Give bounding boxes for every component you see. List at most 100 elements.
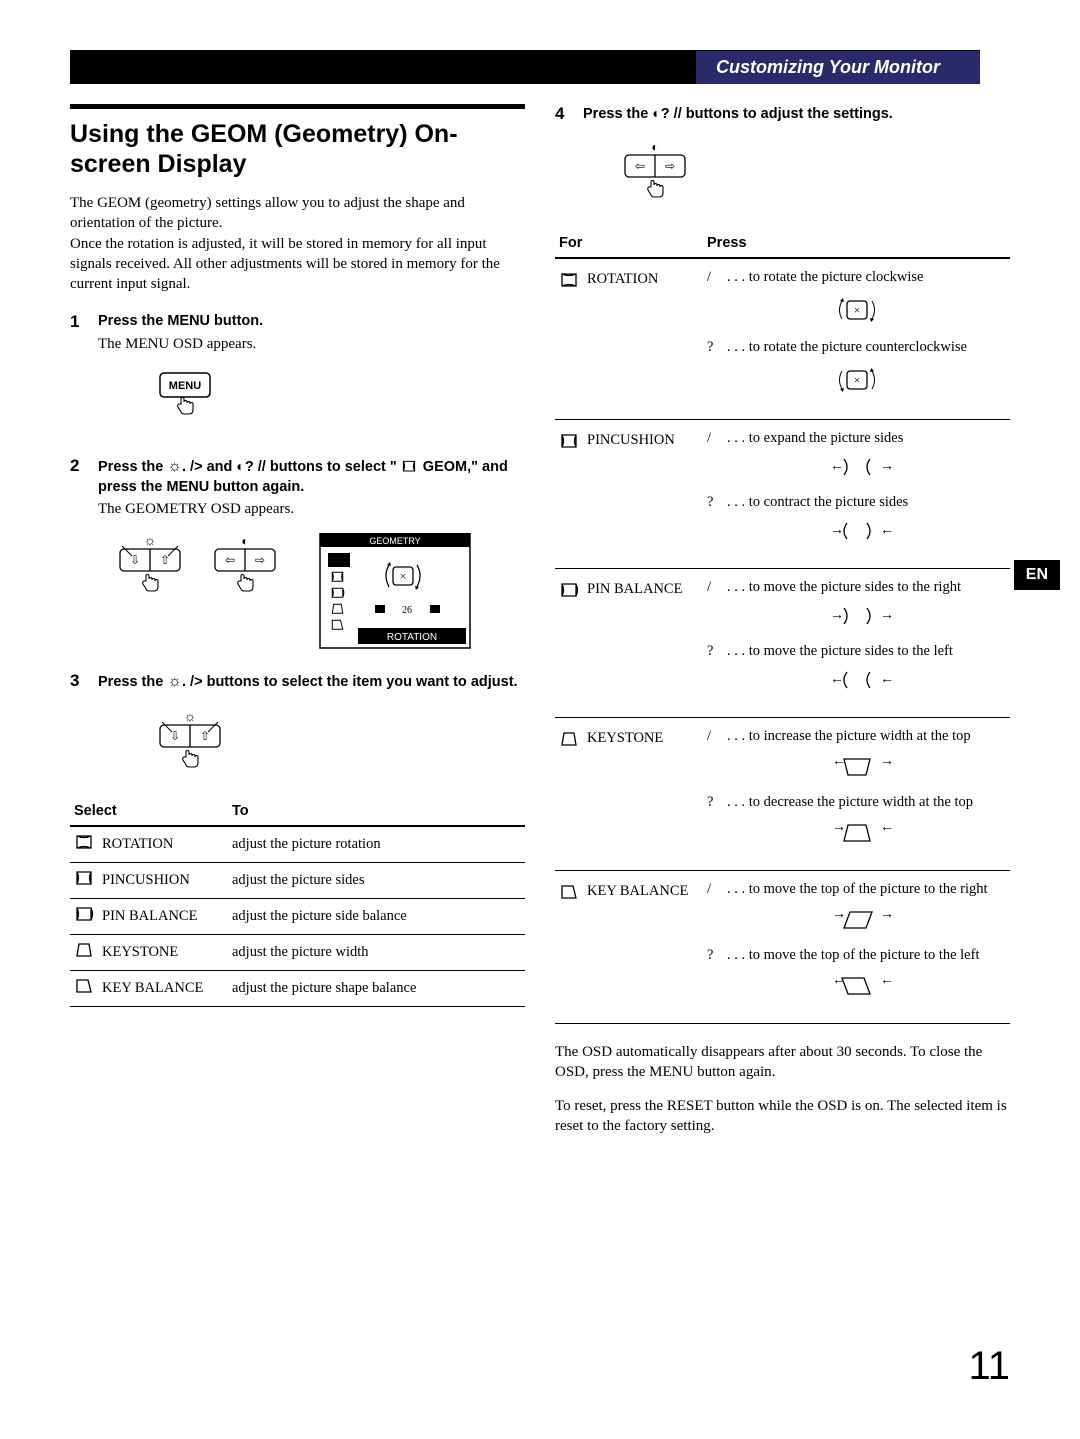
select-name: KEY BALANCE [98, 971, 228, 1007]
svg-text:ROTATION: ROTATION [387, 632, 437, 643]
svg-text:→: → [832, 820, 846, 835]
select-desc: adjust the picture rotation [228, 826, 525, 863]
svg-text:→: → [830, 608, 844, 623]
table-row: ROTATIONadjust the picture rotation [70, 826, 525, 863]
step-4: 4 Press the ? // buttons to adjust the s… [555, 104, 1010, 127]
svg-text:←: ← [880, 820, 892, 835]
press-actions: /. . . to increase the picture width at … [703, 717, 1010, 870]
svg-text:←: ← [880, 973, 892, 988]
press-actions: /. . . to move the top of the picture to… [703, 870, 1010, 1023]
svg-text:→: → [880, 907, 892, 922]
select-header: Select [70, 797, 228, 826]
title-rule [70, 104, 525, 109]
press-actions: /. . . to move the picture sides to the … [703, 568, 1010, 717]
page-number: 11 [968, 1344, 1010, 1389]
section-title: Customizing Your Monitor [696, 51, 980, 84]
table-row: PINCUSHION/. . . to expand the picture s… [555, 419, 1010, 568]
svg-text:◐: ◐ [651, 141, 658, 154]
svg-text:⇨: ⇨ [255, 553, 265, 567]
select-name: PIN BALANCE [98, 899, 228, 935]
step4-diagram: ◐ ⇦ ⇨ [615, 141, 1010, 211]
press-name: ROTATION [583, 258, 703, 420]
step3-diagram: ☼ ⇩ ⇧ [150, 709, 525, 779]
table-row: KEYSTONEadjust the picture width [70, 935, 525, 971]
keybalance-icon [555, 870, 583, 1023]
step-title: Press the . /> and ? // buttons to selec… [98, 456, 525, 497]
pincushion-icon [555, 419, 583, 568]
press-name: KEY BALANCE [583, 870, 703, 1023]
rotation-icon [70, 826, 98, 863]
press-table: For Press ROTATION/. . . to rotate the p… [555, 229, 1010, 1024]
step2-diagram: ☼ ⇩ ⇧ ◐ ⇦ ⇨ [110, 533, 525, 653]
step-title: Press the . /> buttons to select the ite… [98, 671, 525, 693]
svg-text:×: × [400, 569, 407, 583]
select-desc: adjust the picture shape balance [228, 971, 525, 1007]
pinbalance-icon [555, 568, 583, 717]
to-header: To [228, 797, 525, 826]
footer-text: The OSD automatically disappears after a… [555, 1042, 1010, 1137]
svg-text:→: → [880, 459, 892, 474]
select-name: PINCUSHION [98, 863, 228, 899]
table-row: PIN BALANCEadjust the picture side balan… [70, 899, 525, 935]
keystone-icon [555, 717, 583, 870]
select-desc: adjust the picture width [228, 935, 525, 971]
step-number: 2 [70, 456, 88, 519]
svg-text:☼: ☼ [144, 534, 157, 549]
select-name: ROTATION [98, 826, 228, 863]
press-name: KEYSTONE [583, 717, 703, 870]
table-row: PINCUSHIONadjust the picture sides [70, 863, 525, 899]
svg-text:←: ← [880, 672, 892, 687]
keystone-icon [70, 935, 98, 971]
svg-text:→: → [830, 523, 844, 538]
step-1: 1 Press the MENU button. The MENU OSD ap… [70, 312, 525, 354]
svg-text:◐: ◐ [241, 534, 248, 548]
footer-p1: The OSD automatically disappears after a… [555, 1042, 1010, 1083]
press-header: Press [703, 229, 1010, 258]
left-column: Using the GEOM (Geometry) On-screen Disp… [70, 104, 525, 1151]
svg-text:→: → [832, 907, 846, 922]
language-tab: EN [1014, 560, 1060, 590]
select-desc: adjust the picture side balance [228, 899, 525, 935]
pinbalance-icon [70, 899, 98, 935]
svg-text:←: ← [830, 459, 844, 474]
table-row: KEY BALANCEadjust the picture shape bala… [70, 971, 525, 1007]
svg-text:→: → [880, 754, 892, 769]
footer-p2: To reset, press the RESET button while t… [555, 1096, 1010, 1137]
table-row: ROTATION/. . . to rotate the picture clo… [555, 258, 1010, 420]
step-text: The GEOMETRY OSD appears. [98, 499, 525, 519]
pincushion-icon [70, 863, 98, 899]
for-header: For [555, 229, 703, 258]
header-bar: Customizing Your Monitor [70, 50, 980, 84]
table-row: KEY BALANCE/. . . to move the top of the… [555, 870, 1010, 1023]
keybalance-icon [70, 971, 98, 1007]
table-row: PIN BALANCE/. . . to move the picture si… [555, 568, 1010, 717]
step-number: 4 [555, 104, 573, 127]
svg-text:→: → [880, 608, 892, 623]
step-3: 3 Press the . /> buttons to select the i… [70, 671, 525, 695]
rotation-icon [555, 258, 583, 420]
press-name: PIN BALANCE [583, 568, 703, 717]
svg-text:←: ← [832, 754, 846, 769]
step-number: 3 [70, 671, 88, 695]
menu-button-diagram: MENU [150, 368, 525, 438]
svg-text:⇦: ⇦ [225, 553, 235, 567]
svg-text:×: × [853, 373, 860, 387]
step-text: The MENU OSD appears. [98, 334, 525, 354]
press-actions: /. . . to expand the picture sides←→?. .… [703, 419, 1010, 568]
intro-text: The GEOM (geometry) settings allow you t… [70, 193, 525, 294]
step-2: 2 Press the . /> and ? // buttons to sel… [70, 456, 525, 519]
press-actions: /. . . to rotate the picture clockwise×?… [703, 258, 1010, 420]
svg-text:←: ← [880, 523, 892, 538]
select-table: Select To ROTATIONadjust the picture rot… [70, 797, 525, 1007]
press-name: PINCUSHION [583, 419, 703, 568]
svg-text:MENU: MENU [169, 380, 201, 392]
svg-text:←: ← [832, 973, 846, 988]
table-row: KEYSTONE/. . . to increase the picture w… [555, 717, 1010, 870]
step-title: Press the ? // buttons to adjust the set… [583, 104, 1010, 125]
svg-text:←: ← [830, 672, 844, 687]
osd-title: GEOMETRY [369, 536, 420, 546]
step-number: 1 [70, 312, 88, 354]
select-name: KEYSTONE [98, 935, 228, 971]
svg-text:26: 26 [402, 605, 412, 616]
svg-text:⇦: ⇦ [635, 159, 645, 173]
